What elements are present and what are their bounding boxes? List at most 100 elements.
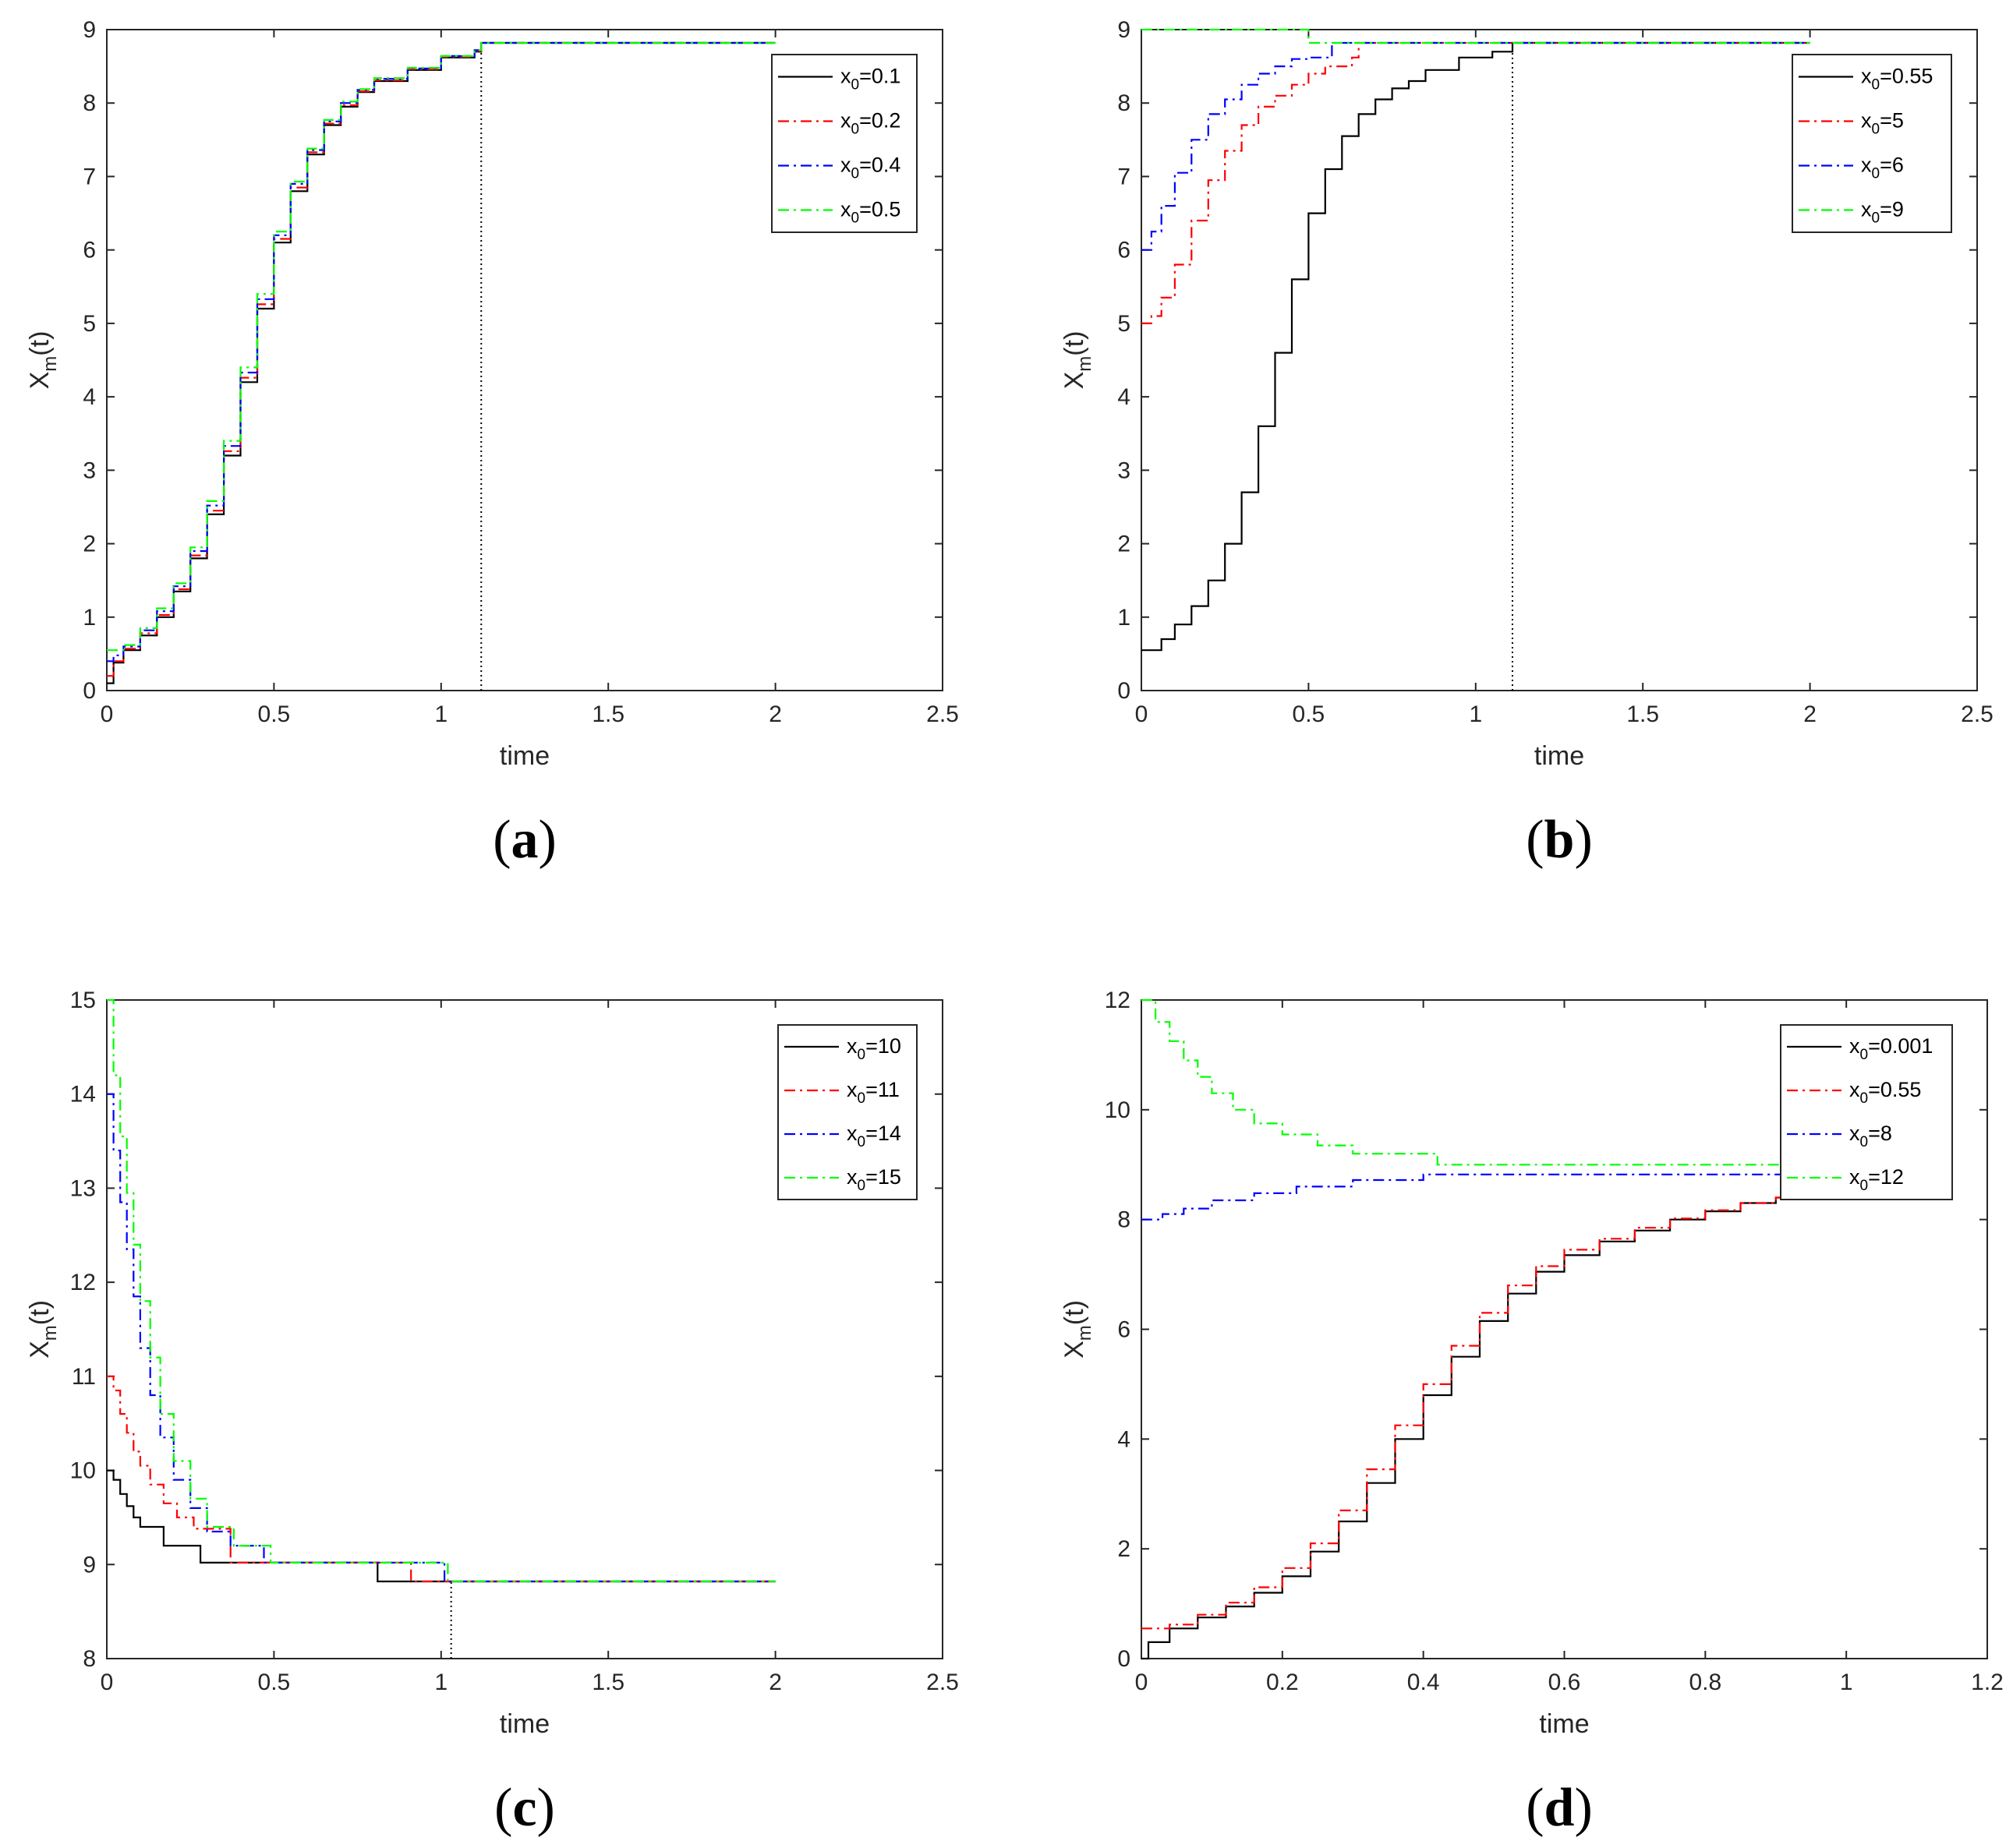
y-tick-label: 7 [1117, 164, 1130, 189]
series-line-x-0-0-55 [1141, 1195, 1813, 1630]
x-tick-label: 0 [1135, 1670, 1148, 1695]
legend-label: x0=0.5 [840, 198, 900, 227]
y-tick-label: 9 [83, 17, 96, 43]
y-axis-label: Xm(t) [25, 1300, 61, 1359]
x-tick-label: 2.5 [926, 701, 959, 727]
x-tick-label: 0.5 [258, 701, 291, 727]
panel-caption: (d) [1526, 1778, 1593, 1838]
x-tick-label: 2.5 [1961, 701, 1994, 727]
y-tick-label: 13 [70, 1175, 96, 1201]
legend-label: x0=0.55 [1861, 65, 1933, 94]
x-tick-label: 1 [1840, 1670, 1853, 1695]
y-tick-label: 1 [83, 605, 96, 631]
legend-label: x0=0.001 [1849, 1034, 1933, 1063]
series-line-x-0-0-55 [1141, 41, 1810, 652]
y-tick-label: 4 [1117, 384, 1130, 410]
x-tick-label: 0.5 [1293, 701, 1325, 727]
x-tick-label: 1 [1469, 701, 1482, 727]
y-tick-label: 2 [1117, 1536, 1130, 1562]
y-tick-label: 14 [70, 1082, 96, 1108]
y-tick-label: 8 [83, 90, 96, 116]
x-tick-label: 2 [769, 1670, 782, 1695]
x-tick-label: 0.4 [1407, 1670, 1440, 1695]
y-tick-label: 8 [1117, 1207, 1130, 1233]
chart-panel-b: 0 0.5 1 1.5 2 2.50123456789timeXm(t)x0=0.55x0… [1060, 17, 1994, 870]
x-axis-label: time [500, 741, 550, 771]
series-line-x-0-10 [107, 1469, 776, 1583]
x-tick-label: 0 [101, 701, 114, 727]
legend-label: x0=0.1 [840, 65, 900, 94]
x-tick-label: 1.2 [1971, 1670, 2004, 1695]
y-tick-label: 3 [83, 458, 96, 483]
y-tick-label: 15 [70, 988, 96, 1013]
series-line-x-0-11 [107, 1375, 776, 1583]
x-tick-label: 0 [101, 1670, 114, 1695]
chart-panel-c: 0 0.5 1 1.5 2 2.5 8 9 10 11 12 13 14 15 time Xm(t) x0=10… [25, 988, 959, 1838]
legend-label: x0=0.4 [840, 154, 900, 182]
y-tick-label: 9 [1117, 17, 1130, 43]
legend: x0=10 x0=11 x0=14 x0=15 [777, 1024, 918, 1200]
legend-label: x0=0.55 [1849, 1078, 1921, 1107]
legend-label: x0=5 [1861, 109, 1904, 138]
legend: x0=0.001 x0=0.55 x0=8 x0=12 [1780, 1024, 1953, 1200]
y-tick-label: 10 [70, 1458, 96, 1484]
axes-box [1141, 29, 1978, 691]
y-tick-label: 9 [83, 1552, 96, 1578]
y-tick-label: 0 [1117, 678, 1130, 704]
y-tick-label: 8 [1117, 90, 1130, 116]
panel-caption: (b) [1526, 810, 1593, 870]
legend-label: x0=11 [847, 1078, 900, 1107]
y-tick-label: 11 [72, 1364, 96, 1390]
series-line-x-0-8 [1141, 1173, 1811, 1221]
y-tick-label: 6 [1117, 1317, 1130, 1343]
legend-label: x0=14 [847, 1122, 901, 1150]
series-line-x-0-9 [1141, 28, 1810, 44]
legend-label: x0=6 [1861, 154, 1904, 182]
y-axis-label: Xm(t) [1060, 1300, 1095, 1359]
y-tick-label: 12 [70, 1270, 96, 1295]
x-tick-label: 1.5 [592, 701, 624, 727]
x-tick-label: 0.6 [1548, 1670, 1581, 1695]
series-line-x-0-0-001 [1141, 1195, 1813, 1660]
y-tick-label: 6 [83, 238, 96, 263]
legend-label: x0=9 [1861, 198, 1904, 227]
x-tick-label: 1.5 [1626, 701, 1659, 727]
y-tick-label: 10 [1105, 1097, 1130, 1123]
x-tick-label: 2 [1803, 701, 1817, 727]
y-axis-label: Xm(t) [1060, 331, 1095, 390]
legend-box [771, 54, 918, 233]
legend-box [777, 1024, 918, 1200]
x-tick-label: 2.5 [926, 1670, 959, 1695]
y-tick-label: 6 [1117, 238, 1130, 263]
x-tick-label: 2 [769, 701, 782, 727]
chart-panel-a: 0 0.5 1 1.5 2 2.50123456789timeXm(t)x0=0.1x0=… [25, 17, 959, 870]
axes-box [106, 29, 943, 691]
y-tick-label: 2 [1117, 532, 1130, 557]
series-line-x-0-12 [1141, 998, 1811, 1166]
y-tick-label: 5 [83, 311, 96, 337]
series-line-x-0-0-5 [107, 41, 776, 652]
series-line-x-0-6 [1141, 41, 1810, 251]
panel-caption: (a) [493, 810, 557, 870]
x-axis-label: time [1539, 1709, 1589, 1739]
legend-label: x0=15 [847, 1165, 901, 1194]
y-tick-label: 12 [1105, 988, 1130, 1013]
legend-label: x0=12 [1849, 1165, 1904, 1194]
y-tick-label: 4 [1117, 1426, 1130, 1452]
y-tick-label: 1 [1117, 605, 1130, 631]
axes-box [106, 999, 943, 1659]
chart-panel-d: 0 0.2 0.4 0.6 0.8 1 1.2 0 2 4 6 8 10 12 time Xm(t) x0=0.… [1060, 988, 2004, 1838]
y-tick-label: 7 [83, 164, 96, 189]
x-tick-label: 0.2 [1266, 1670, 1299, 1695]
x-tick-label: 0 [1135, 701, 1148, 727]
y-tick-label: 2 [83, 532, 96, 557]
y-tick-label: 0 [83, 678, 96, 704]
legend-label: x0=0.2 [840, 109, 900, 138]
x-tick-label: 1 [434, 701, 448, 727]
legend-label: x0=10 [847, 1034, 901, 1063]
x-axis-label: time [500, 1709, 550, 1739]
y-tick-label: 8 [83, 1646, 96, 1672]
y-tick-label: 0 [1117, 1646, 1130, 1672]
